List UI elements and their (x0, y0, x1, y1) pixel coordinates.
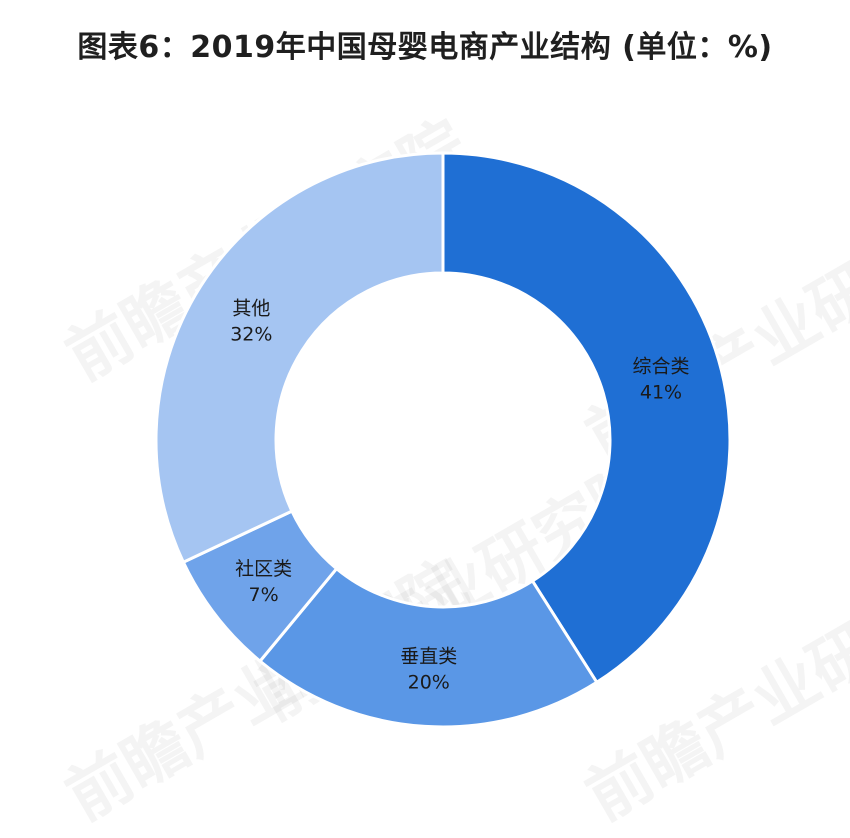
slice-value-label: 32% (230, 323, 272, 345)
slice-category-label: 社区类 (235, 558, 292, 580)
slice-category-label: 综合类 (632, 356, 689, 378)
donut-slice-4 (154, 151, 445, 565)
slice-value-label: 20% (408, 672, 450, 694)
slice-category-label: 其他 (232, 297, 270, 319)
chart-title: 图表6：2019年中国母婴电商产业结构 (单位：%) (77, 30, 773, 65)
donut-slices (154, 151, 732, 729)
slice-category-label: 垂直类 (400, 646, 457, 668)
donut-slice-2 (257, 566, 599, 729)
slice-value-label: 7% (249, 584, 279, 606)
slice-value-label: 41% (640, 382, 682, 404)
donut-labels: 综合类 41% 垂直类 20% 社区类 7% 其他 32% (230, 297, 689, 693)
donut-chart: 综合类 41% 垂直类 20% 社区类 7% 其他 32% (154, 151, 732, 729)
donut-slice-1 (441, 151, 732, 685)
